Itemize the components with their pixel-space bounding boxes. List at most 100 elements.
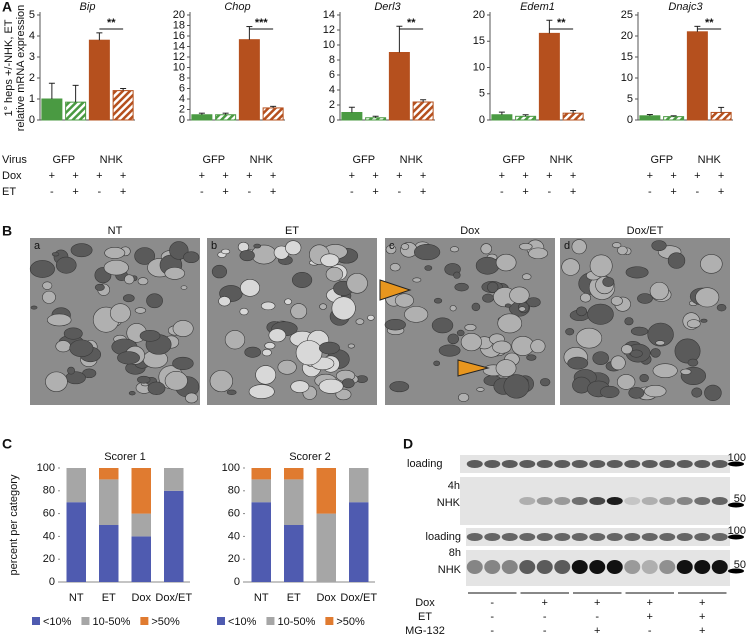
blot-band (571, 560, 588, 574)
y-tick-label: 6 (329, 69, 335, 81)
image-letter: b (211, 240, 217, 252)
bar-segment (251, 468, 271, 480)
organelle (318, 378, 344, 394)
organelle (42, 281, 53, 290)
group-label: NHK (550, 154, 574, 166)
blot-band (711, 497, 728, 505)
organelle (331, 296, 356, 321)
group-label: NHK (400, 154, 424, 166)
y-tick-label: 0 (29, 114, 35, 126)
bar-segment (66, 468, 86, 503)
organelle (185, 392, 199, 404)
organelle (509, 286, 530, 304)
organelle (29, 260, 55, 278)
group-label: GFP (352, 154, 375, 166)
bar-segment (284, 479, 304, 525)
arrowhead (379, 279, 412, 301)
organelle (239, 307, 249, 316)
dox-sign: + (718, 170, 724, 182)
organelle (540, 378, 551, 387)
condition-name: MG-132 (405, 625, 445, 637)
y-tick-label: 20 (621, 30, 633, 42)
organelle (128, 391, 136, 396)
organelle (639, 373, 649, 383)
blot-band (711, 560, 728, 574)
x-tick-label: Dox (131, 592, 151, 604)
bar (88, 39, 110, 121)
blot-band (676, 533, 693, 541)
organelle (164, 267, 185, 280)
bar-segment (349, 468, 369, 503)
image-letter: c (389, 240, 395, 252)
organelle (503, 374, 530, 399)
significance: ** (407, 17, 416, 29)
organelle (621, 344, 633, 355)
bar-segment (164, 468, 184, 491)
bar (491, 114, 513, 121)
bar-segment (99, 525, 119, 582)
y-tick-label: 5 (479, 88, 485, 100)
organelle (239, 249, 255, 262)
organelle (104, 247, 126, 259)
chart-title: Scorer 2 (289, 451, 331, 463)
chart-title: Bip (80, 1, 96, 13)
marker-tick (728, 502, 744, 508)
image-title: Dox/ET (627, 225, 664, 237)
organelle (224, 330, 246, 350)
y-tick-label: 4 (29, 30, 35, 42)
organelle (218, 296, 231, 307)
y-axis-label: relative mRNA expression (15, 5, 27, 132)
blot-band (589, 497, 606, 505)
dox-sign: + (199, 170, 205, 182)
organelle (285, 240, 302, 256)
condition-sign: + (699, 611, 705, 623)
blot-band (694, 460, 711, 468)
marker-label: 100 (728, 452, 746, 464)
blot-band (624, 460, 641, 468)
organelle (700, 318, 708, 323)
organelle (667, 252, 686, 269)
et-sign: - (200, 186, 204, 198)
organelle (610, 355, 626, 371)
organelle (624, 317, 634, 326)
condition-sign: + (647, 597, 653, 609)
organelle (226, 389, 237, 396)
image-letter: a (34, 240, 41, 252)
significance: ** (705, 17, 714, 29)
organelle (449, 305, 457, 312)
y-tick-label: 2 (179, 103, 185, 115)
organelle (647, 322, 674, 347)
blot-band (519, 460, 536, 468)
group-label: GFP (650, 154, 673, 166)
bar (710, 111, 732, 121)
organelle (528, 247, 548, 260)
et-sign: - (548, 186, 552, 198)
bar (562, 112, 584, 121)
organelle (602, 276, 615, 287)
blot-band (589, 533, 606, 541)
organelle (63, 327, 83, 340)
organelle (686, 319, 701, 329)
blot-band (606, 460, 623, 468)
organelle (487, 281, 499, 293)
dox-sign: + (49, 170, 55, 182)
organelle (476, 387, 485, 392)
y-tick-label: 16 (173, 30, 185, 42)
organelle (497, 313, 523, 334)
organelle (495, 359, 517, 378)
organelle (55, 256, 77, 274)
organelle (530, 339, 546, 354)
condition-sign: + (699, 625, 705, 637)
y-tick-label: 15 (473, 35, 485, 47)
et-sign: + (522, 186, 528, 198)
bar-segment (284, 468, 304, 480)
et-sign: + (670, 186, 676, 198)
organelle (695, 287, 720, 308)
organelle (592, 351, 609, 366)
blot-band (519, 533, 536, 541)
organelle (268, 328, 287, 343)
organelle (109, 303, 131, 323)
organelle (117, 351, 140, 365)
dox-sign: + (420, 170, 426, 182)
